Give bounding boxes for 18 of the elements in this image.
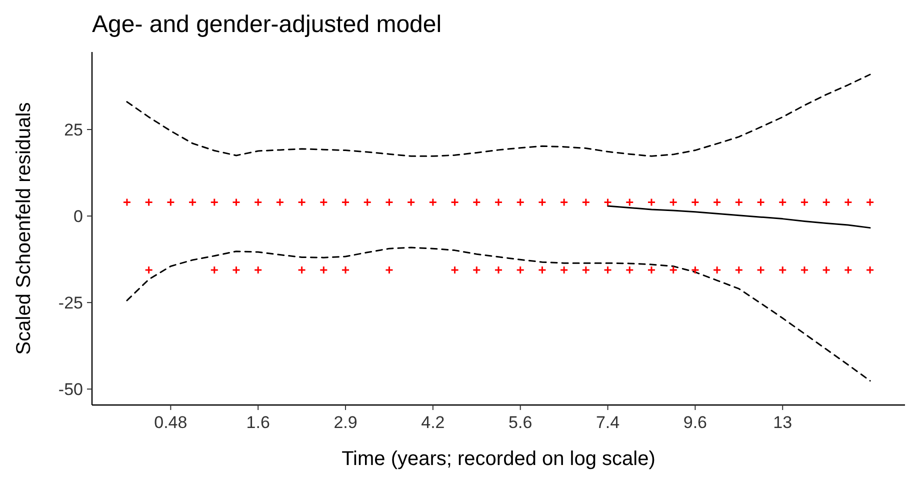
x-tick-label: 9.6 bbox=[683, 413, 708, 432]
x-tick-label: 5.6 bbox=[508, 413, 532, 432]
line-series bbox=[126, 74, 871, 157]
x-axis-title: Time (years; recorded on log scale) bbox=[342, 448, 656, 470]
x-tick-label: 0.48 bbox=[154, 413, 188, 432]
x-tick-label: 13 bbox=[773, 413, 792, 432]
x-tick-label: 2.9 bbox=[334, 413, 358, 432]
chart-title: Age- and gender-adjusted model bbox=[92, 11, 442, 38]
x-tick-label: 7.4 bbox=[596, 413, 620, 432]
line-series bbox=[607, 205, 871, 229]
y-tick-label: 25 bbox=[64, 120, 83, 140]
y-tick-label: -25 bbox=[58, 294, 83, 313]
line-series bbox=[126, 246, 871, 382]
x-tick-label: 4.2 bbox=[421, 413, 445, 432]
y-axis-title: Scaled Schoenfeld residuals bbox=[13, 102, 35, 355]
x-tick-label: 1.6 bbox=[246, 413, 270, 432]
y-tick-label: -50 bbox=[58, 380, 83, 400]
y-tick-label: 0 bbox=[74, 206, 83, 226]
